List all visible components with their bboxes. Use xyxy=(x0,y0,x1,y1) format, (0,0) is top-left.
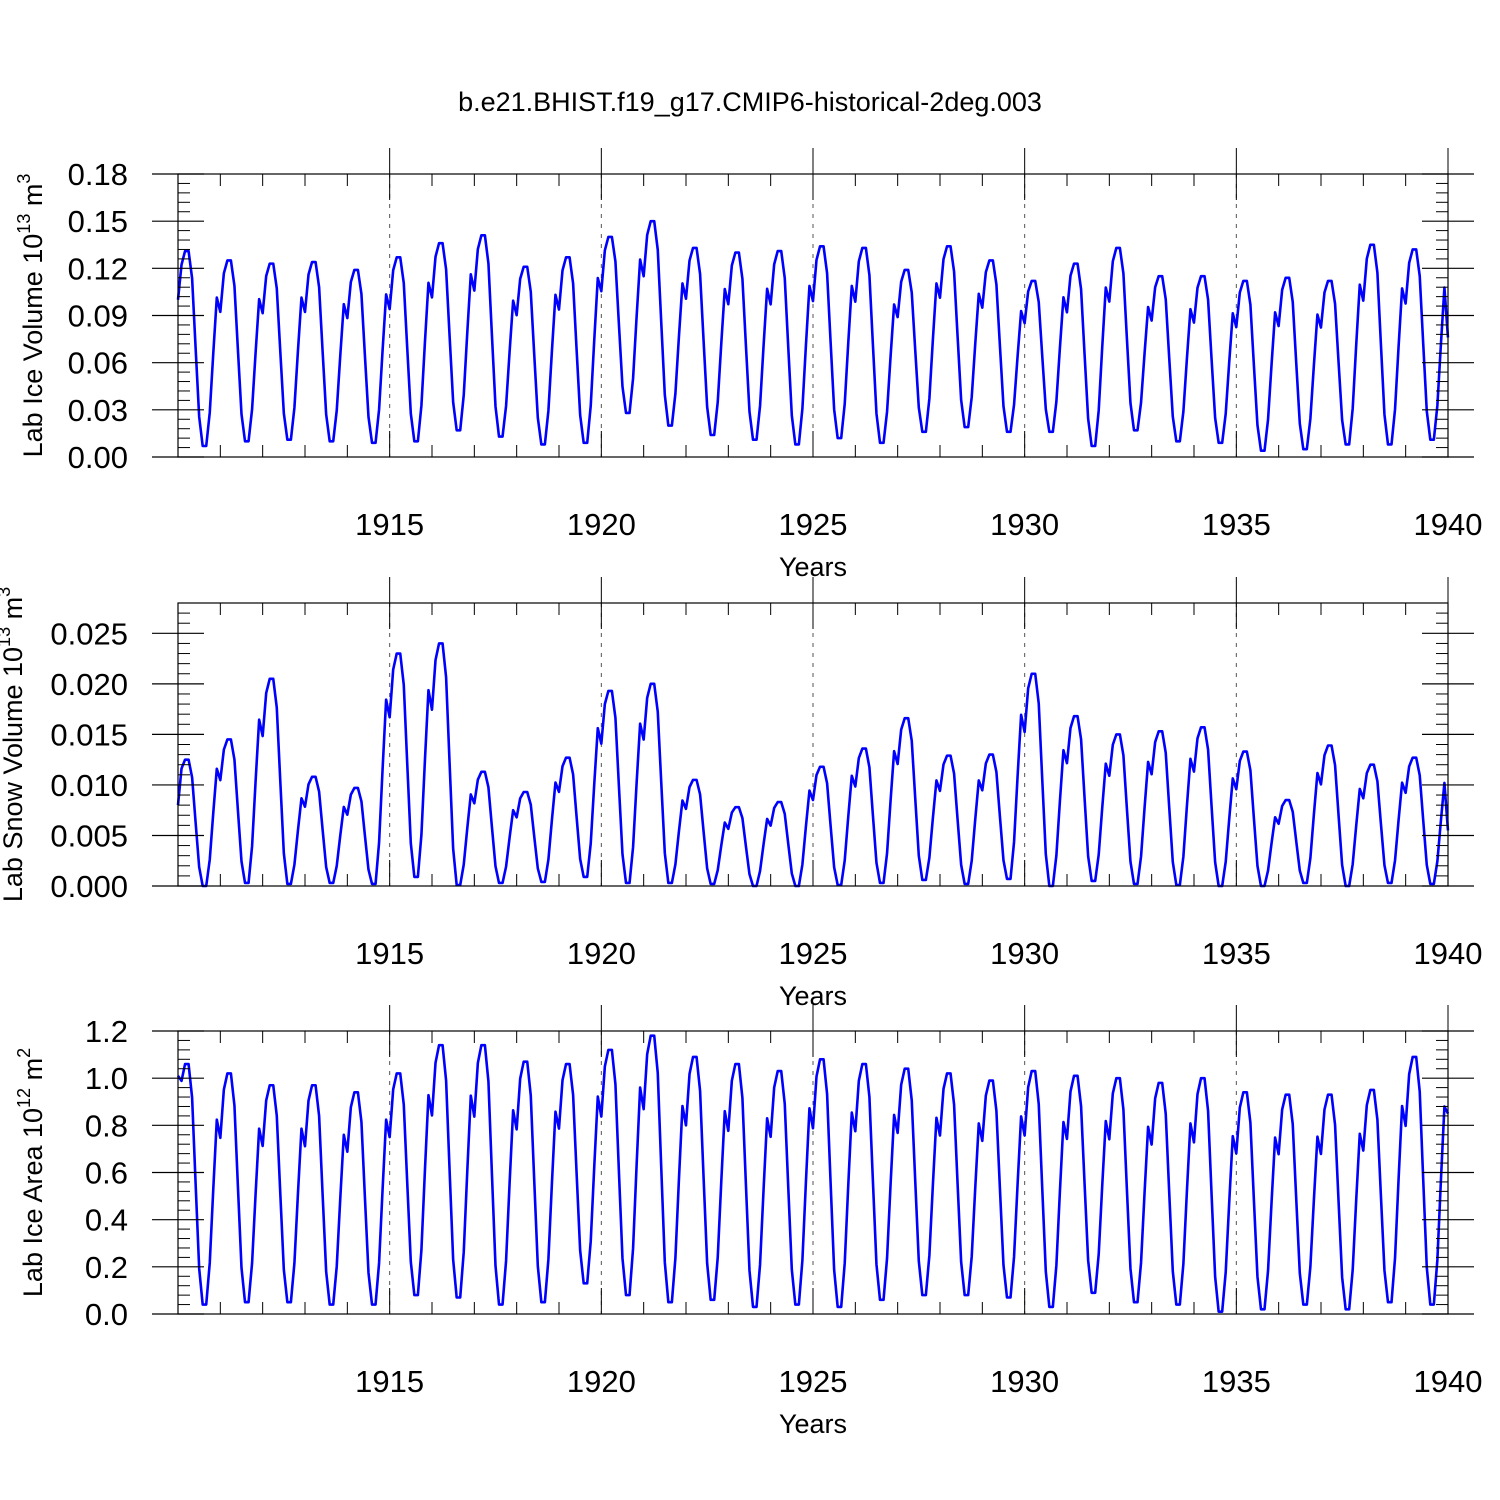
y-tick-label: 0.15 xyxy=(68,204,128,239)
chart-panel-1: 0.00 0.03 0.06 0.09 0.12 0.15 0.18 1915 1920 1925… xyxy=(14,148,1482,582)
y-tick-label: 0.010 xyxy=(50,768,128,803)
y-axis-label-exponent: 13 xyxy=(0,627,14,647)
y-axis-label-unit: m xyxy=(18,1058,48,1088)
x-tick-label: 1915 xyxy=(355,936,424,971)
y-axis-label-unit-exponent: 3 xyxy=(0,587,14,597)
y-axis-label: Lab Ice Area 1012 m2 xyxy=(14,1048,48,1297)
x-tick-label: 1920 xyxy=(567,936,636,971)
y-tick-label: 0.12 xyxy=(68,251,128,286)
x-tick-label: 1940 xyxy=(1414,1364,1483,1399)
y-tick-label: 0.18 xyxy=(68,157,128,192)
x-tick-label: 1935 xyxy=(1202,1364,1271,1399)
y-axis-label-exponent: 13 xyxy=(14,214,34,234)
y-tick-label: 0.8 xyxy=(85,1108,128,1143)
y-axis-label-main: Lab Ice Volume 10 xyxy=(18,234,48,458)
x-tick-label: 1940 xyxy=(1414,507,1483,542)
y-tick-label: 0.025 xyxy=(50,616,128,651)
figure-title: b.e21.BHIST.f19_g17.CMIP6-historical-2de… xyxy=(458,87,1042,117)
y-axis-label-unit: m xyxy=(18,184,48,214)
y-tick-label: 0.000 xyxy=(50,869,128,904)
y-axis-label: Lab Snow Volume 1013 m3 xyxy=(0,587,28,902)
x-tick-label: 1930 xyxy=(990,936,1059,971)
y-axis-label: Lab Ice Volume 1013 m3 xyxy=(14,174,48,458)
x-axis-label: Years xyxy=(779,1409,847,1439)
y-tick-label: 0.005 xyxy=(50,818,128,853)
x-tick-label: 1930 xyxy=(990,507,1059,542)
x-tick-label: 1935 xyxy=(1202,936,1271,971)
y-axis-label-unit: m xyxy=(0,597,28,627)
y-axis-label-unit-exponent: 3 xyxy=(14,174,34,184)
y-tick-label: 0.09 xyxy=(68,299,128,334)
y-axis-label-main: Lab Snow Volume 10 xyxy=(0,647,28,902)
x-tick-label: 1925 xyxy=(779,936,848,971)
y-tick-label: 0.06 xyxy=(68,346,128,381)
x-tick-label: 1915 xyxy=(355,507,424,542)
series-line xyxy=(176,219,1450,453)
y-axis-label-main: Lab Ice Area 10 xyxy=(18,1108,48,1297)
y-tick-label: 1.2 xyxy=(85,1014,128,1049)
series-line xyxy=(176,642,1450,888)
y-tick-label: 0.6 xyxy=(85,1156,128,1191)
x-tick-label: 1940 xyxy=(1414,936,1483,971)
x-tick-label: 1935 xyxy=(1202,507,1271,542)
x-tick-label: 1920 xyxy=(567,1364,636,1399)
chart-panel-3: 0.0 0.2 0.4 0.6 0.8 1.0 1.2 1915 1920 1925 1930 193… xyxy=(14,1005,1482,1439)
y-tick-label: 0.03 xyxy=(68,393,128,428)
series-line xyxy=(176,1034,1450,1313)
y-axis-label-unit-exponent: 2 xyxy=(14,1048,34,1058)
x-tick-label: 1925 xyxy=(779,507,848,542)
chart-panel-2: 0.000 0.005 0.010 0.015 0.020 0.025 1915 1920 19… xyxy=(0,577,1482,1011)
x-tick-label: 1920 xyxy=(567,507,636,542)
y-tick-label: 0.4 xyxy=(85,1203,128,1238)
y-tick-label: 0.00 xyxy=(68,440,128,475)
y-tick-label: 0.2 xyxy=(85,1250,128,1285)
y-tick-label: 0.015 xyxy=(50,717,128,752)
y-tick-label: 1.0 xyxy=(85,1061,128,1096)
x-tick-label: 1930 xyxy=(990,1364,1059,1399)
x-tick-label: 1915 xyxy=(355,1364,424,1399)
y-tick-label: 0.0 xyxy=(85,1297,128,1332)
x-tick-label: 1925 xyxy=(779,1364,848,1399)
y-tick-label: 0.020 xyxy=(50,667,128,702)
y-axis-label-exponent: 12 xyxy=(14,1088,34,1108)
